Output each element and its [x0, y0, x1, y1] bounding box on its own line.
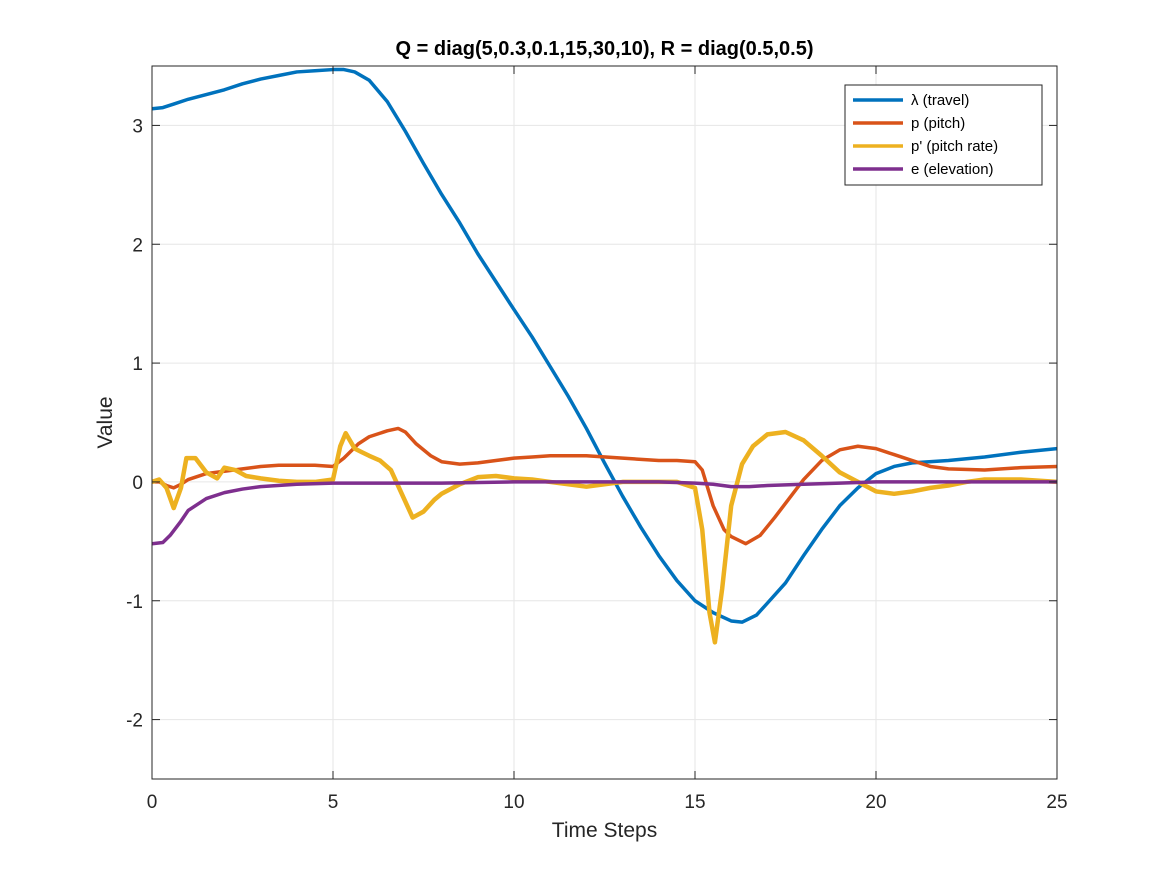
- plot-frame: [151, 65, 1058, 780]
- legend-entry: p' (pitch rate): [911, 138, 998, 155]
- x-tick-label: 25: [1046, 792, 1067, 813]
- legend-entry: p (pitch): [911, 115, 965, 132]
- x-tick-label: 15: [684, 792, 705, 813]
- series-layer: [152, 67, 1057, 645]
- y-tick-label: 3: [132, 116, 143, 137]
- y-tick-label: -1: [126, 592, 143, 613]
- legend-entry: e (elevation): [911, 161, 994, 178]
- y-tick-label: 2: [132, 235, 143, 256]
- y-tick-label: 0: [132, 473, 143, 494]
- x-tick-label: 10: [503, 792, 524, 813]
- y-tick-label: -2: [126, 711, 143, 732]
- y-axis-label: Value: [94, 396, 117, 448]
- x-tick-label: 5: [328, 792, 339, 813]
- x-axis-label: Time Steps: [552, 819, 657, 842]
- x-tick-label: 0: [147, 792, 158, 813]
- x-tick-label: 20: [865, 792, 886, 813]
- legend: λ (travel) p (pitch) p' (pitch rate) e (ele…: [844, 84, 1043, 186]
- y-tick-label: 1: [132, 354, 143, 375]
- legend-entry: λ (travel): [911, 92, 969, 109]
- series-line-3: [152, 429, 1057, 645]
- series-line-2: [152, 426, 1057, 546]
- chart-title: Q = diag(5,0.3,0.1,15,30,10), R = diag(0…: [396, 38, 814, 60]
- ticks: 0 5 10 15 20 25 -2 -1 0 1 2 3: [126, 66, 1068, 813]
- series-line-1: [152, 67, 1057, 624]
- series-line-4: [152, 480, 1057, 546]
